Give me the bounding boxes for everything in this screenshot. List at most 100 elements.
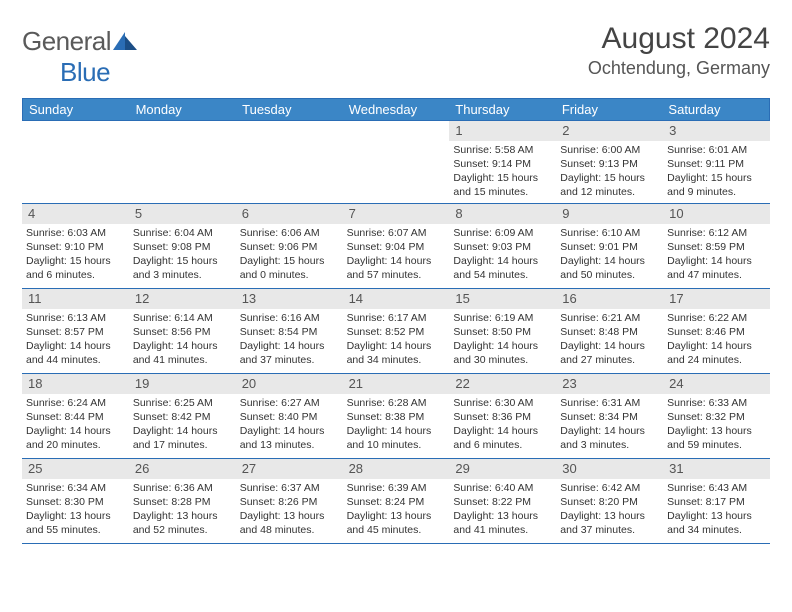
- logo-icon: [113, 26, 139, 56]
- daylight-line: Daylight: 13 hours and 48 minutes.: [240, 509, 339, 537]
- sunset-line: Sunset: 9:04 PM: [347, 240, 446, 254]
- daylight-line: Daylight: 14 hours and 54 minutes.: [453, 254, 552, 282]
- sunset-line: Sunset: 8:46 PM: [667, 325, 766, 339]
- empty-cell: .: [343, 121, 450, 203]
- sunset-line: Sunset: 8:38 PM: [347, 410, 446, 424]
- weekday-header-tuesday: Tuesday: [236, 99, 343, 120]
- sunrise-line: Sunrise: 6:28 AM: [347, 396, 446, 410]
- sunrise-line: Sunrise: 6:19 AM: [453, 311, 552, 325]
- day-details: Sunrise: 5:58 AMSunset: 9:14 PMDaylight:…: [449, 141, 556, 203]
- sunrise-line: Sunrise: 6:13 AM: [26, 311, 125, 325]
- daylight-line: Daylight: 13 hours and 41 minutes.: [453, 509, 552, 537]
- week-row: 25Sunrise: 6:34 AMSunset: 8:30 PMDayligh…: [22, 459, 770, 544]
- daylight-line: Daylight: 14 hours and 37 minutes.: [240, 339, 339, 367]
- sunset-line: Sunset: 8:59 PM: [667, 240, 766, 254]
- week-row: 18Sunrise: 6:24 AMSunset: 8:44 PMDayligh…: [22, 374, 770, 459]
- sunset-line: Sunset: 9:11 PM: [667, 157, 766, 171]
- day-cell: 4Sunrise: 6:03 AMSunset: 9:10 PMDaylight…: [22, 204, 129, 288]
- sunrise-line: Sunrise: 6:33 AM: [667, 396, 766, 410]
- sunrise-line: Sunrise: 6:17 AM: [347, 311, 446, 325]
- day-cell: 21Sunrise: 6:28 AMSunset: 8:38 PMDayligh…: [343, 374, 450, 458]
- daylight-line: Daylight: 15 hours and 3 minutes.: [133, 254, 232, 282]
- weekday-header-friday: Friday: [556, 99, 663, 120]
- day-cell: 30Sunrise: 6:42 AMSunset: 8:20 PMDayligh…: [556, 459, 663, 543]
- day-number: 26: [129, 459, 236, 479]
- weekday-header-sunday: Sunday: [23, 99, 130, 120]
- day-cell: 17Sunrise: 6:22 AMSunset: 8:46 PMDayligh…: [663, 289, 770, 373]
- day-details: Sunrise: 6:30 AMSunset: 8:36 PMDaylight:…: [449, 394, 556, 456]
- sunrise-line: Sunrise: 6:06 AM: [240, 226, 339, 240]
- sunrise-line: Sunrise: 6:10 AM: [560, 226, 659, 240]
- day-number: 11: [22, 289, 129, 309]
- daylight-line: Daylight: 13 hours and 45 minutes.: [347, 509, 446, 537]
- day-details: Sunrise: 6:12 AMSunset: 8:59 PMDaylight:…: [663, 224, 770, 286]
- day-details: Sunrise: 6:01 AMSunset: 9:11 PMDaylight:…: [663, 141, 770, 203]
- daylight-line: Daylight: 15 hours and 9 minutes.: [667, 171, 766, 199]
- day-number: 30: [556, 459, 663, 479]
- sunrise-line: Sunrise: 6:07 AM: [347, 226, 446, 240]
- day-number: 16: [556, 289, 663, 309]
- day-number: 15: [449, 289, 556, 309]
- day-cell: 10Sunrise: 6:12 AMSunset: 8:59 PMDayligh…: [663, 204, 770, 288]
- day-details: Sunrise: 6:07 AMSunset: 9:04 PMDaylight:…: [343, 224, 450, 286]
- sunrise-line: Sunrise: 6:01 AM: [667, 143, 766, 157]
- sunset-line: Sunset: 8:52 PM: [347, 325, 446, 339]
- day-cell: 18Sunrise: 6:24 AMSunset: 8:44 PMDayligh…: [22, 374, 129, 458]
- day-number: 18: [22, 374, 129, 394]
- daylight-line: Daylight: 14 hours and 57 minutes.: [347, 254, 446, 282]
- logo: GeneralBlue: [22, 26, 139, 88]
- day-details: Sunrise: 6:43 AMSunset: 8:17 PMDaylight:…: [663, 479, 770, 541]
- weekday-header-monday: Monday: [130, 99, 237, 120]
- sunrise-line: Sunrise: 6:36 AM: [133, 481, 232, 495]
- day-number: 1: [449, 121, 556, 141]
- calendar-weekday-header: SundayMondayTuesdayWednesdayThursdayFrid…: [22, 98, 770, 121]
- sunset-line: Sunset: 8:36 PM: [453, 410, 552, 424]
- month-title: August 2024: [588, 22, 770, 56]
- sunrise-line: Sunrise: 6:31 AM: [560, 396, 659, 410]
- day-cell: 27Sunrise: 6:37 AMSunset: 8:26 PMDayligh…: [236, 459, 343, 543]
- sunrise-line: Sunrise: 6:37 AM: [240, 481, 339, 495]
- day-cell: 14Sunrise: 6:17 AMSunset: 8:52 PMDayligh…: [343, 289, 450, 373]
- day-details: Sunrise: 6:24 AMSunset: 8:44 PMDaylight:…: [22, 394, 129, 456]
- sunrise-line: Sunrise: 6:16 AM: [240, 311, 339, 325]
- week-row: 11Sunrise: 6:13 AMSunset: 8:57 PMDayligh…: [22, 289, 770, 374]
- sunset-line: Sunset: 9:08 PM: [133, 240, 232, 254]
- day-number: 8: [449, 204, 556, 224]
- day-details: Sunrise: 6:16 AMSunset: 8:54 PMDaylight:…: [236, 309, 343, 371]
- day-details: Sunrise: 6:34 AMSunset: 8:30 PMDaylight:…: [22, 479, 129, 541]
- daylight-line: Daylight: 14 hours and 24 minutes.: [667, 339, 766, 367]
- title-block: August 2024 Ochtendung, Germany: [588, 22, 770, 79]
- day-number: 10: [663, 204, 770, 224]
- day-cell: 6Sunrise: 6:06 AMSunset: 9:06 PMDaylight…: [236, 204, 343, 288]
- day-number: 25: [22, 459, 129, 479]
- day-number: 17: [663, 289, 770, 309]
- week-row: 4Sunrise: 6:03 AMSunset: 9:10 PMDaylight…: [22, 204, 770, 289]
- sunset-line: Sunset: 8:20 PM: [560, 495, 659, 509]
- day-cell: 12Sunrise: 6:14 AMSunset: 8:56 PMDayligh…: [129, 289, 236, 373]
- day-details: Sunrise: 6:00 AMSunset: 9:13 PMDaylight:…: [556, 141, 663, 203]
- daylight-line: Daylight: 14 hours and 27 minutes.: [560, 339, 659, 367]
- daylight-line: Daylight: 14 hours and 44 minutes.: [26, 339, 125, 367]
- day-number: 19: [129, 374, 236, 394]
- sunrise-line: Sunrise: 6:40 AM: [453, 481, 552, 495]
- sunset-line: Sunset: 8:17 PM: [667, 495, 766, 509]
- daylight-line: Daylight: 14 hours and 13 minutes.: [240, 424, 339, 452]
- day-cell: 15Sunrise: 6:19 AMSunset: 8:50 PMDayligh…: [449, 289, 556, 373]
- logo-blue: Blue: [60, 57, 110, 87]
- sunset-line: Sunset: 8:54 PM: [240, 325, 339, 339]
- day-cell: 20Sunrise: 6:27 AMSunset: 8:40 PMDayligh…: [236, 374, 343, 458]
- day-details: Sunrise: 6:03 AMSunset: 9:10 PMDaylight:…: [22, 224, 129, 286]
- sunset-line: Sunset: 8:48 PM: [560, 325, 659, 339]
- daylight-line: Daylight: 14 hours and 17 minutes.: [133, 424, 232, 452]
- sunset-line: Sunset: 9:14 PM: [453, 157, 552, 171]
- daylight-line: Daylight: 15 hours and 12 minutes.: [560, 171, 659, 199]
- sunset-line: Sunset: 9:03 PM: [453, 240, 552, 254]
- calendar-body: ....1Sunrise: 5:58 AMSunset: 9:14 PMDayl…: [22, 121, 770, 544]
- day-details: Sunrise: 6:22 AMSunset: 8:46 PMDaylight:…: [663, 309, 770, 371]
- sunrise-line: Sunrise: 6:30 AM: [453, 396, 552, 410]
- sunset-line: Sunset: 8:50 PM: [453, 325, 552, 339]
- day-number: 29: [449, 459, 556, 479]
- day-cell: 11Sunrise: 6:13 AMSunset: 8:57 PMDayligh…: [22, 289, 129, 373]
- sunset-line: Sunset: 8:24 PM: [347, 495, 446, 509]
- sunset-line: Sunset: 8:40 PM: [240, 410, 339, 424]
